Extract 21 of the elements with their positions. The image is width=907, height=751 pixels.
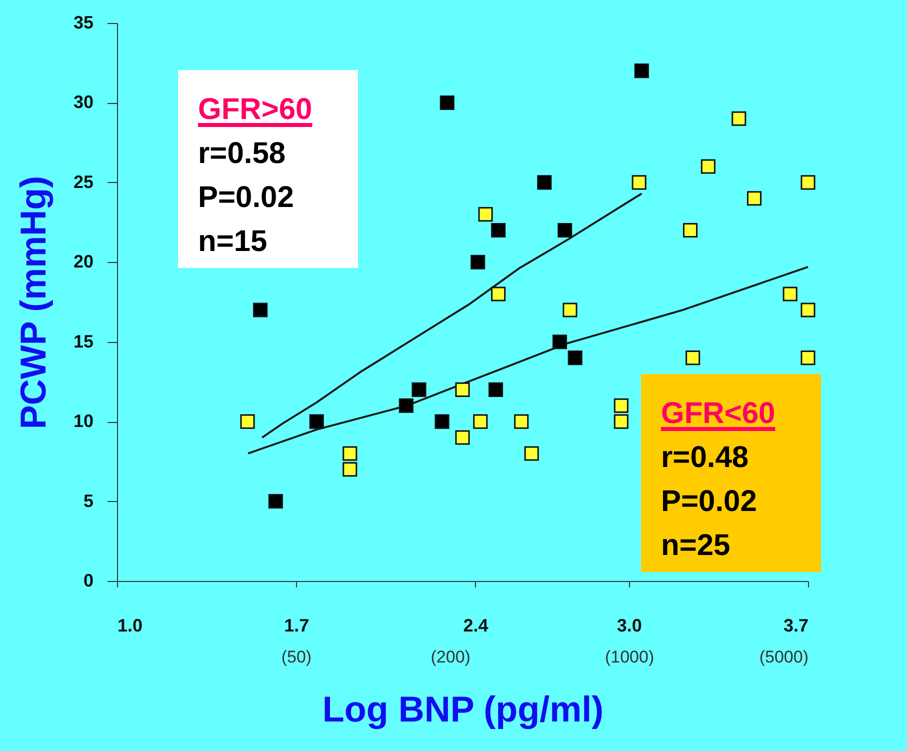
y-tick-label: 20 xyxy=(73,252,94,272)
x2-tick-label: (1000) xyxy=(604,648,654,666)
y-axis-title: PCWP (mmHg) xyxy=(12,176,54,430)
x2-tick-label: (5000) xyxy=(759,648,808,666)
annotation: GFR>60 r=0.58 P=0.02 n=15 xyxy=(198,92,314,260)
annotation: GFR<60 r=0.48 P=0.02 n=25 xyxy=(661,396,776,564)
y-tick-label: 15 xyxy=(73,331,94,352)
x2-tick-label: (200) xyxy=(430,648,470,666)
x-tick-label: 3.7 xyxy=(783,616,808,636)
x-tick-label: 1.0 xyxy=(118,616,143,636)
y-tick-label: 30 xyxy=(73,92,94,112)
x-axis-title: Log BNP (pg/ml) xyxy=(322,688,604,730)
y-tick-label: 35 xyxy=(73,12,94,32)
y-tick-label: 0 xyxy=(83,570,94,590)
y-tick-label: 25 xyxy=(73,172,94,192)
x-tick-label: 1.7 xyxy=(284,616,310,636)
y-tick-label: 5 xyxy=(83,490,94,511)
x-tick-label: 3.0 xyxy=(616,616,642,636)
x-tick-label: 2.4 xyxy=(463,616,488,636)
y-tick-label: 10 xyxy=(73,411,94,432)
x2-tick-label: (50) xyxy=(281,648,312,666)
